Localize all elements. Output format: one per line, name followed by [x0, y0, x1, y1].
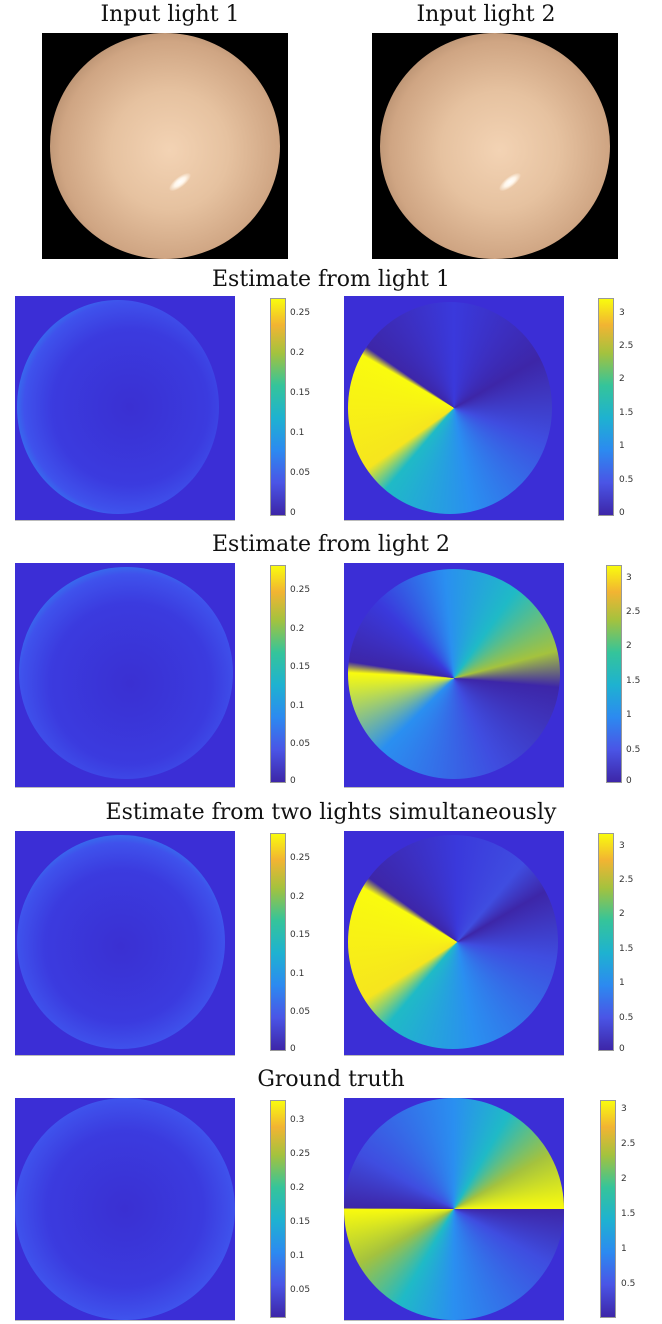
tick-label: 1	[626, 710, 632, 720]
tick-label: 2.5	[619, 341, 634, 351]
magnitude-disk	[17, 300, 219, 514]
angle-disk	[348, 835, 558, 1049]
tick-label: 3	[626, 573, 632, 583]
angle-disk	[348, 302, 552, 514]
tick-label: 0.25	[290, 308, 311, 318]
angle-map	[344, 1098, 564, 1321]
colorbar-magnitude	[270, 833, 286, 1051]
tick-label: 0.05	[290, 739, 311, 749]
input-light-1-label: Input light 1	[100, 2, 240, 27]
tick-label: 0.1	[290, 969, 305, 979]
sphere	[50, 33, 280, 259]
tick-label: 0.15	[290, 1217, 311, 1227]
input-light-2-label: Input light 2	[416, 2, 556, 27]
tick-label: 2	[619, 909, 625, 919]
magnitude-disk	[15, 1098, 235, 1320]
row-title: Estimate from light 1	[212, 267, 450, 292]
tick-label: 0.3	[290, 1115, 305, 1125]
tick-label: 0.5	[619, 1013, 634, 1023]
tick-label: 1.5	[626, 676, 641, 686]
angle-disk	[348, 569, 560, 779]
tick-label: 1	[621, 1244, 627, 1254]
tick-label: 1.5	[619, 408, 634, 418]
magnitude-map	[15, 831, 235, 1056]
tick-label: 0.1	[290, 701, 305, 711]
magnitude-disk	[19, 567, 233, 779]
colorbar-angle	[598, 833, 614, 1051]
colorbar-angle	[600, 1100, 616, 1318]
tick-label: 1.5	[621, 1209, 636, 1219]
tick-label: 3	[619, 308, 625, 318]
tick-label: 0.15	[290, 388, 311, 398]
tick-label: 0.2	[290, 624, 305, 634]
tick-label: 0.2	[290, 348, 305, 358]
angle-map	[344, 831, 564, 1056]
tick-label: 0.2	[290, 1183, 305, 1193]
tick-label: 0	[619, 508, 625, 518]
input-photo-light-1	[42, 33, 288, 259]
magnitude-map	[15, 1098, 235, 1321]
row-title: Ground truth	[257, 1067, 405, 1092]
colorbar-magnitude	[270, 1100, 286, 1318]
tick-label: 3	[619, 841, 625, 851]
tick-label: 0.1	[290, 428, 305, 438]
tick-label: 2	[626, 641, 632, 651]
row-title: Estimate from two lights simultaneously	[105, 800, 557, 825]
tick-label: 0.25	[290, 853, 311, 863]
tick-label: 0.5	[626, 745, 641, 755]
angle-disk	[344, 1098, 564, 1320]
tick-label: 0.25	[290, 585, 311, 595]
tick-label: 2.5	[619, 875, 634, 885]
tick-label: 0.05	[290, 468, 311, 478]
tick-label: 0	[290, 508, 296, 518]
sphere	[380, 33, 610, 259]
tick-label: 0.15	[290, 930, 311, 940]
tick-label: 3	[621, 1104, 627, 1114]
tick-label: 2	[621, 1174, 627, 1184]
tick-label: 0	[290, 776, 296, 786]
tick-label: 0.2	[290, 892, 305, 902]
tick-label: 0.25	[290, 1149, 311, 1159]
tick-label: 2	[619, 374, 625, 384]
tick-label: 0.5	[621, 1279, 636, 1289]
colorbar-angle	[606, 565, 622, 783]
tick-label: 0.1	[290, 1251, 305, 1261]
tick-label: 0	[626, 776, 632, 786]
tick-label: 0.05	[290, 1007, 311, 1017]
row-title: Estimate from light 2	[212, 532, 450, 557]
colorbar-angle	[598, 298, 614, 516]
magnitude-map	[15, 563, 235, 788]
tick-label: 2.5	[626, 607, 641, 617]
tick-label: 0.05	[290, 1285, 311, 1295]
colorbar-magnitude	[270, 298, 286, 516]
input-photo-light-2	[372, 33, 618, 259]
tick-label: 1	[619, 978, 625, 988]
magnitude-map	[15, 296, 235, 521]
magnitude-disk	[17, 835, 225, 1049]
tick-label: 0	[619, 1044, 625, 1054]
tick-label: 0	[290, 1044, 296, 1054]
tick-label: 0.5	[619, 475, 634, 485]
tick-label: 0.15	[290, 662, 311, 672]
tick-label: 1.5	[619, 944, 634, 954]
colorbar-magnitude	[270, 565, 286, 783]
tick-label: 2.5	[621, 1139, 636, 1149]
angle-map	[344, 563, 564, 788]
angle-map	[344, 296, 564, 521]
tick-label: 1	[619, 441, 625, 451]
